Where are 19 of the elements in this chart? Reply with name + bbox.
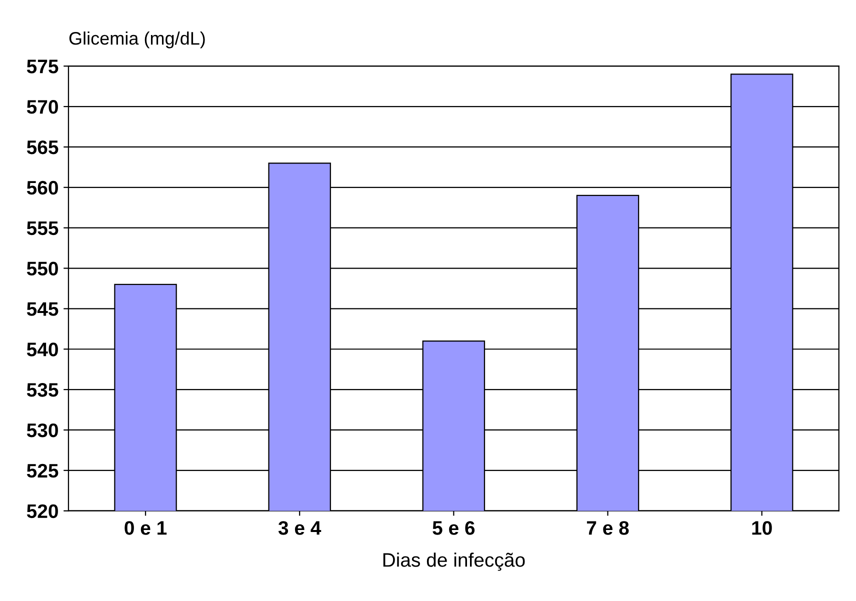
x-tick-label: 0 e 1 — [124, 521, 167, 535]
x-tick-label: 3 e 4 — [278, 521, 322, 535]
y-tick-label: 530 — [26, 423, 58, 438]
x-axis-title: Dias de infecção — [383, 552, 525, 571]
y-tick-label: 520 — [26, 504, 58, 518]
x-tick-label: 5 e 6 — [432, 521, 475, 535]
x-tick-label: 7 e 8 — [586, 521, 629, 535]
x-tick-label: 10 — [752, 521, 772, 535]
y-tick-label: 525 — [26, 464, 58, 478]
y-tick-label: 575 — [26, 60, 58, 74]
y-tick-label: 540 — [26, 342, 58, 356]
y-tick-label: 535 — [26, 383, 58, 397]
y-axis-title: Glicemia (mg/dL) — [69, 31, 205, 48]
y-tick-label: 555 — [26, 222, 58, 236]
y-tick-label: 570 — [26, 100, 58, 114]
y-tick-label: 560 — [26, 180, 58, 195]
y-tick-label: 545 — [26, 302, 58, 316]
y-tick-label: 565 — [26, 140, 58, 154]
y-tick-label: 550 — [26, 262, 58, 276]
